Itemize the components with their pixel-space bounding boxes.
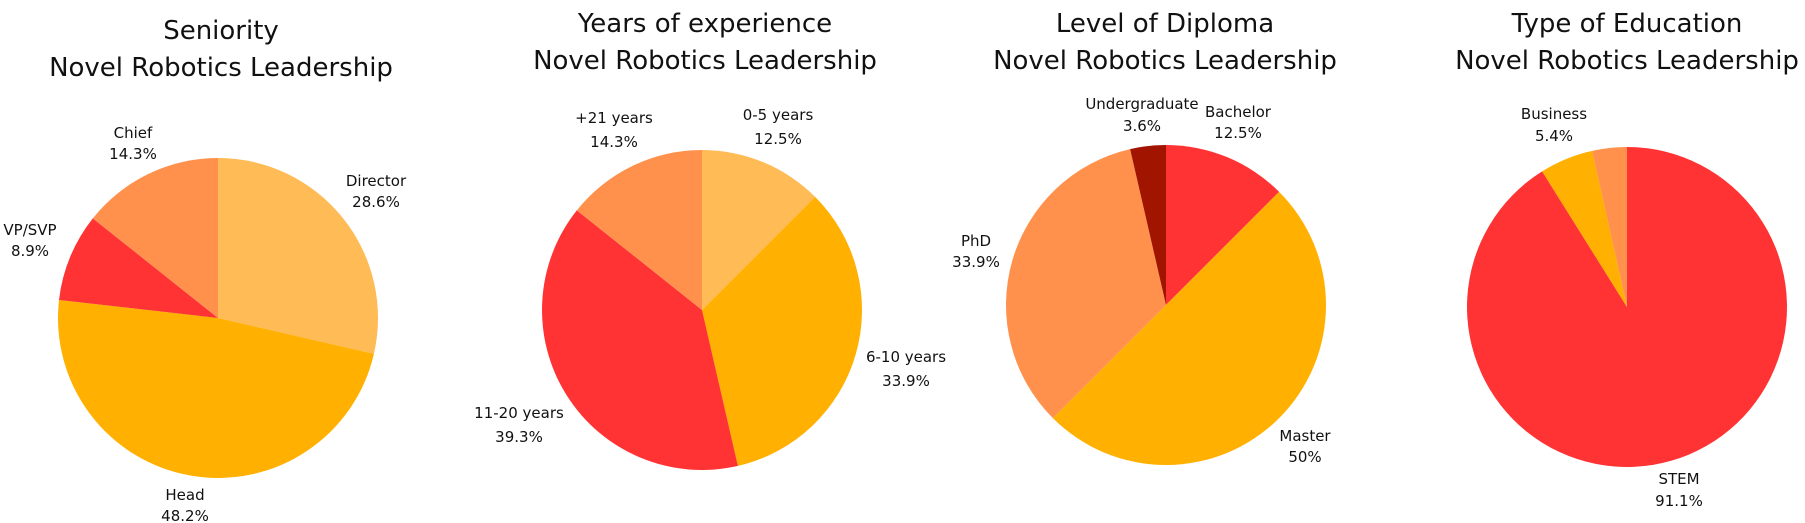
slice-value-text: 5.4% — [1535, 127, 1573, 145]
slice-value-text: 28.6% — [352, 193, 400, 211]
slice-value-text: 48.2% — [161, 507, 209, 523]
slice-label-text: Business — [1521, 105, 1587, 123]
pie-chart-type-of-education: Type of Education Novel Robotics Leaders… — [1455, 9, 1799, 510]
slice-label-text: 0-5 years — [743, 106, 814, 124]
pie-slice-bachelor — [1166, 145, 1280, 305]
slice-label-vp-svp: VP/SVP 8.9% — [3, 221, 56, 260]
pie-slices — [1466, 147, 1787, 467]
slice-label-text: Master — [1279, 427, 1331, 445]
pie-slice-director — [218, 158, 378, 354]
pie-chart-seniority: Seniority Novel Robotics Leadership Dire… — [3, 16, 407, 523]
pie-chart-level-of-diploma: Level of Diploma Novel Robotics Leadersh… — [952, 9, 1337, 466]
pie-slice-phd — [1005, 149, 1166, 419]
slice-label-text: Director — [346, 172, 407, 190]
slice-value-text: 14.3% — [109, 145, 157, 163]
chart-title-line-1: Years of experience — [577, 9, 832, 39]
slice-label-text: STEM — [1658, 470, 1699, 488]
slice-label-text: 11-20 years — [474, 404, 564, 422]
slice-label-text: Chief — [114, 124, 153, 142]
slice-label-master: Master 50% — [1279, 427, 1331, 466]
chart-title-line-2: Novel Robotics Leadership — [993, 46, 1337, 76]
slice-label-text: 6-10 years — [866, 348, 946, 366]
slice-label-21-years: +21 years 14.3% — [575, 109, 653, 151]
pie-slices — [1005, 145, 1327, 466]
pie-slice-undergraduate — [1130, 145, 1166, 305]
slice-value-text: 91.1% — [1655, 492, 1703, 510]
pie-slice-6-10-years — [702, 196, 863, 466]
pie-slice-vp-svp — [59, 218, 218, 318]
slice-label-text: Undergraduate — [1085, 95, 1198, 113]
pie-slices — [57, 158, 378, 478]
pie-slice-stem — [1466, 147, 1787, 467]
slice-label-text: Head — [165, 486, 204, 504]
slice-value-text: 33.9% — [952, 253, 1000, 271]
pie-slice-head — [57, 299, 374, 478]
chart-title-line-2: Novel Robotics Leadership — [1455, 46, 1799, 76]
pie-slice-business — [1542, 150, 1627, 307]
chart-title-line-1: Seniority — [163, 16, 279, 46]
chart-title-line-2: Novel Robotics Leadership — [533, 46, 877, 76]
slice-label-text: PhD — [961, 232, 991, 250]
chart-title-line-1: Level of Diploma — [1056, 9, 1274, 39]
slice-value-text: 12.5% — [1214, 124, 1262, 142]
slice-label-phd: PhD 33.9% — [952, 232, 1000, 271]
pie-slice-21-years — [576, 150, 702, 310]
pie-slice-slice-2 — [1592, 147, 1627, 307]
slice-label-undergraduate: Undergraduate 3.6% — [1085, 95, 1198, 135]
slice-label-text: VP/SVP — [3, 221, 56, 239]
pie-slice-master — [1052, 191, 1327, 466]
slice-label-director: Director 28.6% — [346, 172, 407, 211]
slice-value-text: 39.3% — [495, 428, 543, 446]
slice-value-text: 50% — [1288, 448, 1321, 466]
slice-value-text: 14.3% — [590, 133, 638, 151]
chart-title-line-2: Novel Robotics Leadership — [49, 53, 393, 83]
slice-label-text: +21 years — [575, 109, 653, 127]
slice-value-text: 8.9% — [11, 242, 49, 260]
slice-value-text: 3.6% — [1123, 117, 1161, 135]
slice-label-chief: Chief 14.3% — [109, 124, 157, 163]
slice-label-stem: STEM 91.1% — [1655, 470, 1703, 510]
slice-value-text: 12.5% — [754, 130, 802, 148]
slice-label-6-10-years: 6-10 years 33.9% — [866, 348, 946, 390]
pie-chart-years-of-experience: Years of experience Novel Robotics Leade… — [474, 9, 946, 470]
slice-label-business: Business 5.4% — [1521, 105, 1587, 145]
pie-slice-0-5-years — [702, 150, 816, 310]
slice-label-bachelor: Bachelor 12.5% — [1205, 103, 1272, 142]
chart-title-line-1: Type of Education — [1511, 9, 1743, 39]
slice-value-text: 33.9% — [882, 372, 930, 390]
pie-slices — [542, 150, 863, 470]
slice-label-11-20-years: 11-20 years 39.3% — [474, 404, 564, 446]
slice-label-text: Bachelor — [1205, 103, 1272, 121]
pie-slice-chief — [92, 158, 218, 318]
slice-label-0-5-years: 0-5 years 12.5% — [743, 106, 814, 148]
pie-slice-11-20-years — [542, 210, 738, 470]
slice-label-head: Head 48.2% — [161, 486, 209, 523]
